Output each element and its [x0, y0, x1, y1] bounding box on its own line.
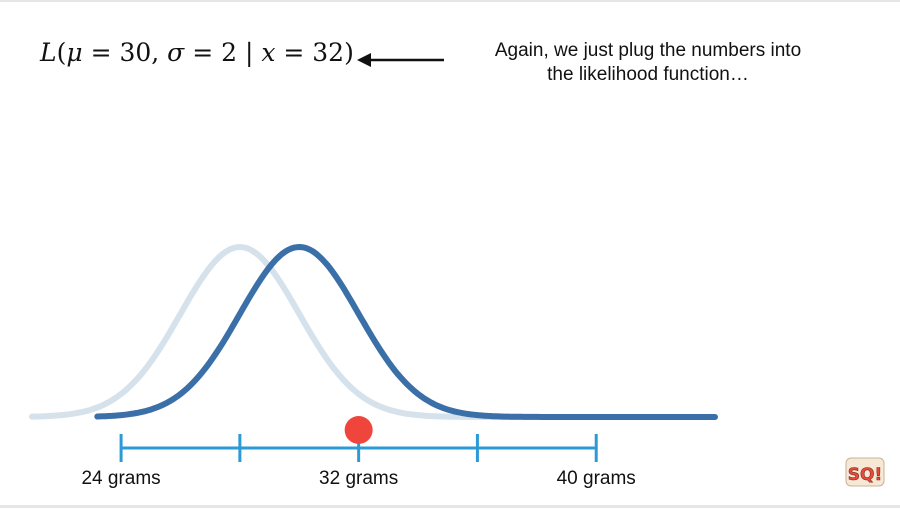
tick-label: 24 grams [81, 468, 161, 489]
statquest-logo-icon: SQ! [845, 457, 885, 487]
likelihood-formula: L(μ = 30, σ = 2 | x = 32) [40, 38, 356, 67]
formula-eq2: = 2 | [184, 38, 262, 67]
formula-sigma: σ [167, 38, 185, 67]
formula-l: L [40, 38, 57, 67]
tick-label: 40 grams [556, 468, 636, 489]
logo-text: SQ! [848, 465, 882, 485]
prior-curve [29, 243, 718, 420]
formula-eq1: = 30, [82, 38, 168, 67]
formula-mu: μ [66, 38, 83, 67]
likelihood-curve [94, 243, 718, 420]
tick-label: 32 grams [319, 468, 399, 489]
data-point [344, 416, 373, 444]
left-arrow-icon [357, 53, 444, 67]
annotation-line-1: Again, we just plug the numbers into [494, 40, 802, 61]
formula-open: ( [56, 38, 67, 67]
annotation-line-2: the likelihood function… [547, 64, 749, 85]
formula-eq3: = 32) [275, 38, 354, 67]
annotation-text: Again, we just plug the numbers into the… [452, 39, 844, 87]
formula-x: x [261, 38, 276, 67]
